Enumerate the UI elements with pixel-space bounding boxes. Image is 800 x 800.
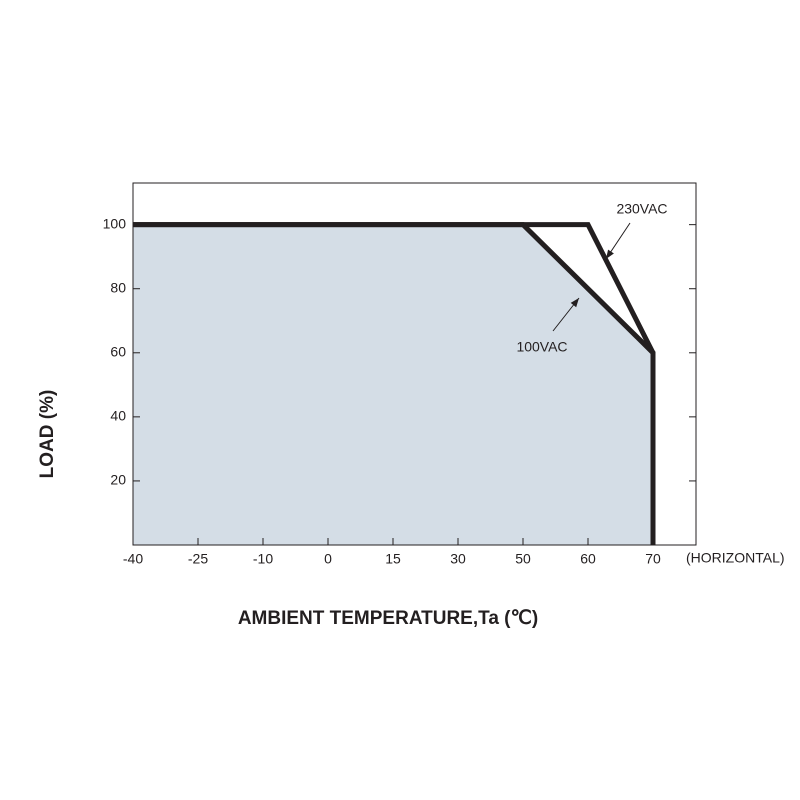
x-axis-note: (HORIZONTAL) [686,550,785,566]
x-tick-label: -25 [188,551,208,567]
x-tick-label: 70 [645,551,661,567]
arrow-head [570,298,579,308]
series-line [133,222,656,545]
series-label: 100VAC [516,339,567,355]
y-tick-label: 20 [110,472,126,488]
arrow-head [606,249,614,259]
x-tick-label: -10 [253,551,273,567]
y-tick-label: 40 [110,408,126,424]
x-tick-label: 30 [450,551,466,567]
y-tick-label: 100 [103,215,127,231]
x-tick-label: 60 [580,551,596,567]
y-axis-title: LOAD (%) [37,390,58,479]
x-tick-label: 0 [324,551,332,567]
x-tick-label: 50 [515,551,531,567]
x-axis-title: AMBIENT TEMPERATURE,Ta (℃) [238,608,538,629]
series-label: 230VAC [616,201,667,217]
x-tick-label: -40 [123,551,143,567]
x-tick-label: 15 [385,551,401,567]
plot-frame [132,182,697,546]
y-tick-label: 60 [110,343,126,359]
area [133,224,653,546]
y-tick-label: 80 [110,279,126,295]
